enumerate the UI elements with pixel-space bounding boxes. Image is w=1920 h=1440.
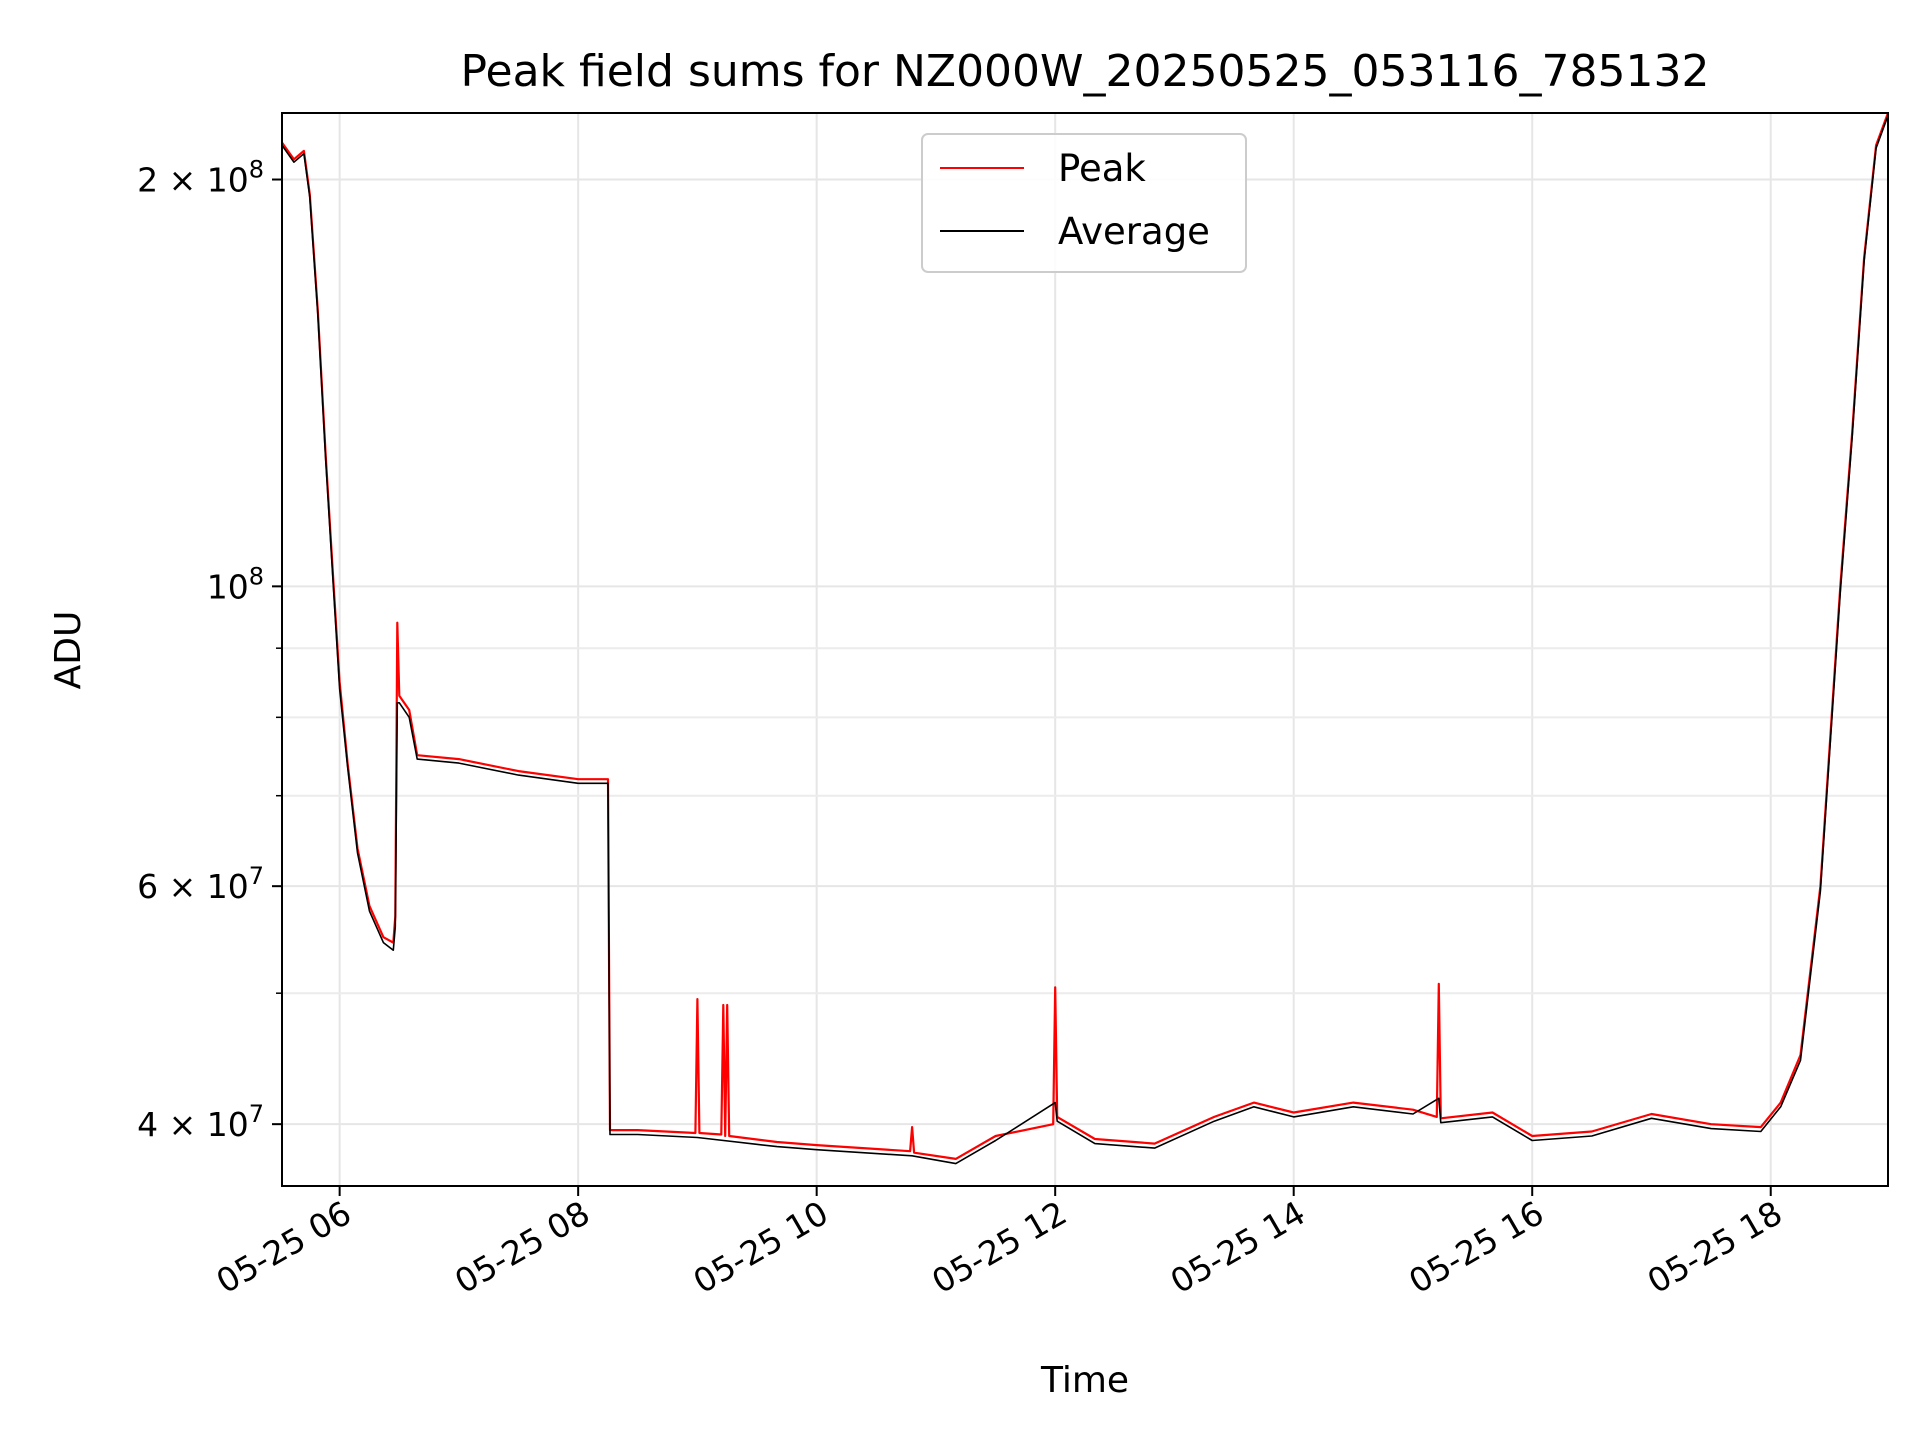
plot-lines xyxy=(281,112,1890,1165)
plot-frame xyxy=(281,112,1889,1187)
y-tick-label: 4 × 107 xyxy=(137,1100,264,1144)
series-line-peak xyxy=(281,112,1890,1160)
legend-label-average: Average xyxy=(1058,210,1210,253)
legend: Peak Average xyxy=(921,133,1247,273)
y-tick-label: 108 xyxy=(207,562,264,606)
y-tick-label: 6 × 107 xyxy=(137,862,264,906)
chart-title: Peak field sums for NZ000W_20250525_0531… xyxy=(461,46,1710,97)
x-axis-label: Time xyxy=(1040,1360,1129,1401)
legend-label-peak: Peak xyxy=(1058,147,1146,190)
y-axis-label: ADU xyxy=(48,611,89,690)
y-axis: 4 × 107 6 × 107 108 2 × 108 xyxy=(137,156,282,1144)
y-tick-label: 2 × 108 xyxy=(137,156,264,200)
series-line-average xyxy=(281,115,1889,1165)
